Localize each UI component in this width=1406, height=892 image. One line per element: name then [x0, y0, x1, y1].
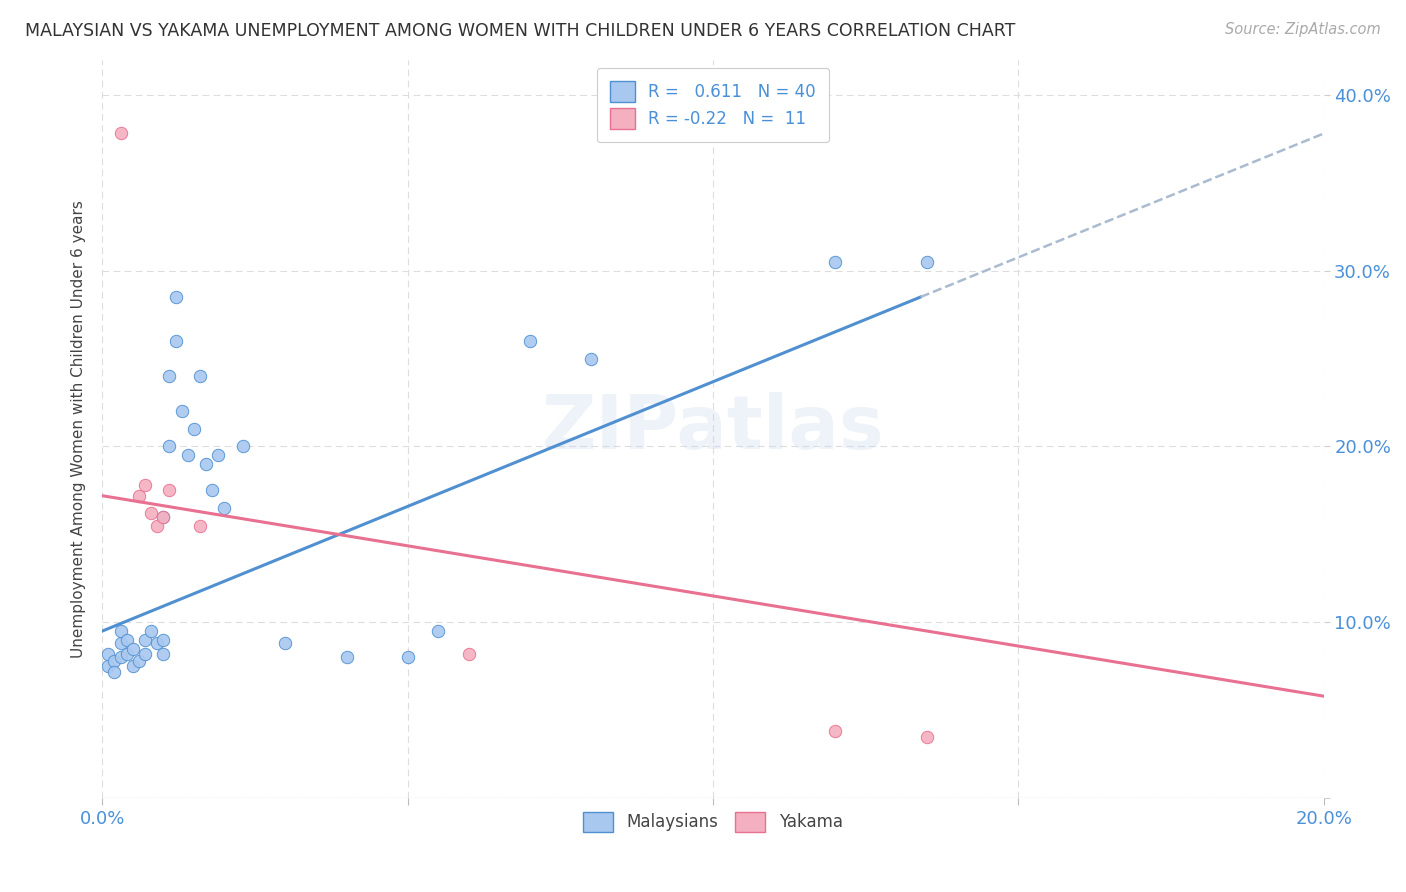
Point	[157, 483, 180, 498]
Point	[195, 457, 218, 471]
Point	[152, 509, 174, 524]
Text: MALAYSIAN VS YAKAMA UNEMPLOYMENT AMONG WOMEN WITH CHILDREN UNDER 6 YEARS CORRELA: MALAYSIAN VS YAKAMA UNEMPLOYMENT AMONG W…	[25, 22, 1015, 40]
Point	[177, 448, 200, 462]
Point	[915, 255, 938, 269]
Text: ZIPatlas: ZIPatlas	[541, 392, 884, 466]
Point	[134, 632, 156, 647]
Point	[146, 636, 169, 650]
Point	[824, 724, 846, 739]
Point	[103, 654, 125, 668]
Point	[457, 647, 479, 661]
Point	[110, 650, 132, 665]
Point	[115, 632, 138, 647]
Point	[128, 654, 150, 668]
Point	[274, 636, 297, 650]
Point	[121, 641, 143, 656]
Point	[157, 369, 180, 384]
Point	[97, 647, 120, 661]
Point	[165, 334, 187, 348]
Point	[128, 489, 150, 503]
Point	[915, 730, 938, 744]
Point	[579, 351, 602, 366]
Point	[188, 518, 211, 533]
Point	[165, 290, 187, 304]
Point	[188, 369, 211, 384]
Point	[519, 334, 541, 348]
Point	[207, 448, 229, 462]
Point	[110, 127, 132, 141]
Point	[232, 440, 254, 454]
Point	[152, 509, 174, 524]
Point	[134, 647, 156, 661]
Legend: Malaysians, Yakama: Malaysians, Yakama	[569, 798, 856, 846]
Point	[139, 624, 162, 638]
Point	[335, 650, 357, 665]
Point	[134, 478, 156, 492]
Point	[170, 404, 193, 418]
Text: Source: ZipAtlas.com: Source: ZipAtlas.com	[1225, 22, 1381, 37]
Point	[152, 632, 174, 647]
Point	[201, 483, 224, 498]
Point	[121, 659, 143, 673]
Point	[139, 506, 162, 520]
Point	[157, 440, 180, 454]
Point	[183, 422, 205, 436]
Point	[115, 647, 138, 661]
Point	[824, 255, 846, 269]
Point	[152, 647, 174, 661]
Point	[146, 518, 169, 533]
Point	[103, 665, 125, 679]
Point	[214, 501, 236, 516]
Point	[427, 624, 450, 638]
Point	[110, 624, 132, 638]
Y-axis label: Unemployment Among Women with Children Under 6 years: Unemployment Among Women with Children U…	[72, 200, 86, 657]
Point	[110, 636, 132, 650]
Point	[396, 650, 419, 665]
Point	[97, 659, 120, 673]
